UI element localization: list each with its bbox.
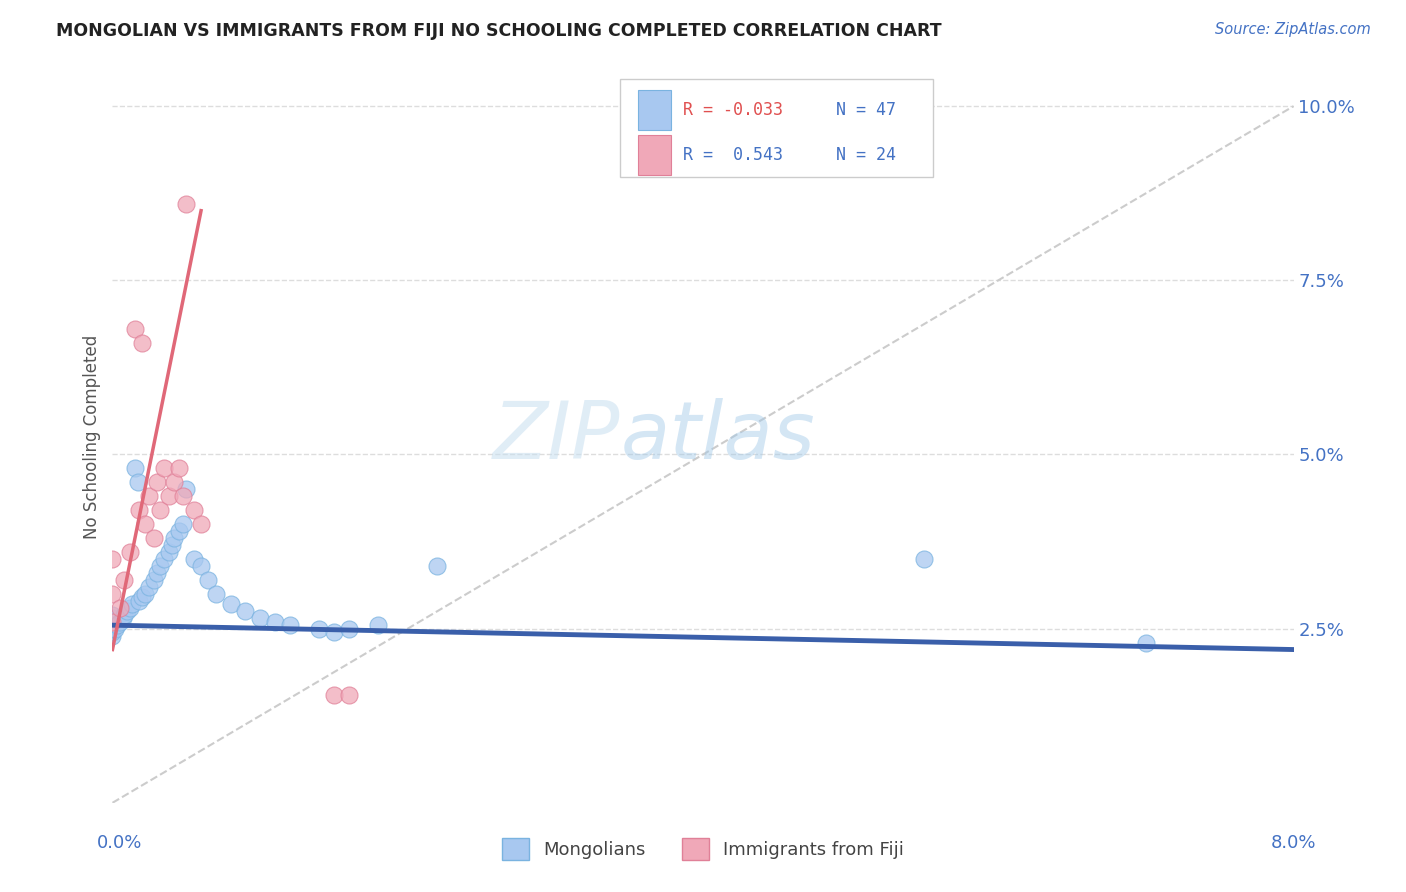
Point — [124, 322, 146, 336]
Point — [111, 611, 134, 625]
Legend: Mongolians, Immigrants from Fiji: Mongolians, Immigrants from Fiji — [495, 830, 911, 867]
Text: atlas: atlas — [620, 398, 815, 476]
Point — [117, 604, 138, 618]
Point — [249, 611, 271, 625]
FancyBboxPatch shape — [620, 78, 934, 178]
Point — [146, 566, 169, 580]
Point — [134, 517, 156, 532]
Point — [101, 615, 124, 629]
Point — [101, 629, 124, 643]
Point — [146, 475, 169, 490]
Point — [219, 597, 242, 611]
Text: R =  0.543: R = 0.543 — [683, 146, 783, 164]
Point — [105, 618, 128, 632]
Text: MONGOLIAN VS IMMIGRANTS FROM FIJI NO SCHOOLING COMPLETED CORRELATION CHART: MONGOLIAN VS IMMIGRANTS FROM FIJI NO SCH… — [56, 22, 942, 40]
Point — [128, 594, 150, 608]
Point — [426, 558, 449, 573]
Point — [264, 615, 287, 629]
Point — [278, 618, 301, 632]
Point — [157, 545, 180, 559]
Point — [104, 622, 127, 636]
Point — [101, 625, 124, 640]
Point — [108, 615, 131, 629]
Point — [172, 489, 194, 503]
Point — [120, 545, 142, 559]
Point — [153, 461, 176, 475]
Point — [163, 475, 186, 490]
Point — [101, 615, 124, 629]
Point — [183, 503, 205, 517]
Point — [167, 524, 190, 538]
Point — [120, 600, 142, 615]
Point — [112, 607, 135, 622]
Point — [167, 461, 190, 475]
Point — [337, 688, 360, 702]
Point — [172, 517, 194, 532]
Bar — [638, 90, 671, 130]
Point — [163, 531, 186, 545]
Point — [149, 503, 172, 517]
Point — [101, 622, 124, 636]
Point — [914, 552, 936, 566]
Point — [157, 489, 180, 503]
Point — [308, 622, 330, 636]
Point — [101, 611, 124, 625]
Point — [205, 587, 228, 601]
Point — [233, 604, 256, 618]
Point — [323, 688, 346, 702]
Point — [131, 336, 153, 351]
Point — [190, 558, 212, 573]
Point — [160, 538, 183, 552]
Point — [121, 597, 143, 611]
Point — [190, 517, 212, 532]
Text: Source: ZipAtlas.com: Source: ZipAtlas.com — [1215, 22, 1371, 37]
Point — [108, 600, 131, 615]
Point — [149, 558, 172, 573]
Point — [323, 625, 346, 640]
Point — [101, 618, 124, 632]
Point — [174, 196, 197, 211]
Point — [131, 591, 153, 605]
Bar — [638, 135, 671, 175]
Point — [138, 489, 160, 503]
Point — [138, 580, 160, 594]
Y-axis label: No Schooling Completed: No Schooling Completed — [83, 335, 101, 539]
Point — [124, 461, 146, 475]
Point — [142, 573, 165, 587]
Point — [367, 618, 389, 632]
Point — [101, 587, 124, 601]
Text: 8.0%: 8.0% — [1271, 834, 1316, 852]
Text: N = 47: N = 47 — [837, 101, 897, 119]
Point — [183, 552, 205, 566]
Point — [153, 552, 176, 566]
Point — [134, 587, 156, 601]
Text: R = -0.033: R = -0.033 — [683, 101, 783, 119]
Point — [101, 552, 124, 566]
Point — [128, 503, 150, 517]
Text: ZIP: ZIP — [494, 398, 620, 476]
Point — [127, 475, 149, 490]
Text: 0.0%: 0.0% — [97, 834, 142, 852]
Point — [112, 573, 135, 587]
Point — [142, 531, 165, 545]
Point — [101, 607, 124, 622]
Point — [197, 573, 219, 587]
Point — [1135, 635, 1157, 649]
Text: N = 24: N = 24 — [837, 146, 897, 164]
Point — [174, 483, 197, 497]
Point — [337, 622, 360, 636]
